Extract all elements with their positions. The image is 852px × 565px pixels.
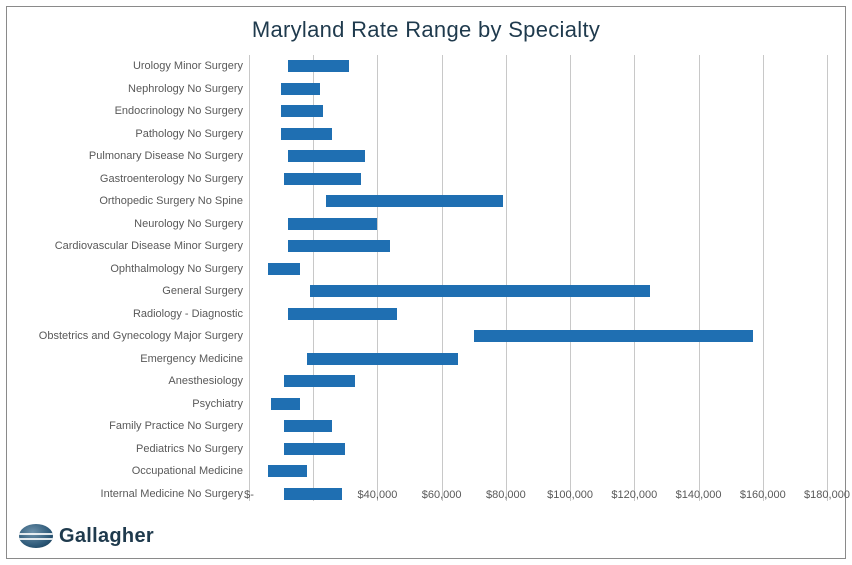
range-bar	[310, 285, 650, 297]
row-label: Radiology - Diagnostic	[133, 308, 249, 320]
row-label: Anesthesiology	[168, 375, 249, 387]
chart-row: Neurology No Surgery	[249, 213, 827, 236]
row-label: Obstetrics and Gynecology Major Surgery	[39, 330, 249, 342]
range-bar	[281, 83, 320, 95]
range-bar	[288, 218, 378, 230]
range-bar	[326, 195, 503, 207]
plot-region: $-$20,000$40,000$60,000$80,000$100,000$1…	[249, 55, 827, 501]
chart-area: $-$20,000$40,000$60,000$80,000$100,000$1…	[7, 55, 845, 525]
chart-row: Occupational Medicine	[249, 460, 827, 483]
logo-text: Gallagher	[59, 525, 154, 548]
range-bar	[474, 330, 753, 342]
row-label: Internal Medicine No Surgery	[101, 488, 249, 500]
range-bar	[284, 443, 345, 455]
range-bar	[288, 308, 397, 320]
chart-row: Family Practice No Surgery	[249, 415, 827, 438]
row-label: Nephrology No Surgery	[128, 83, 249, 95]
row-label: Occupational Medicine	[132, 465, 249, 477]
chart-row: Ophthalmology No Surgery	[249, 258, 827, 281]
chart-row: Internal Medicine No Surgery	[249, 483, 827, 506]
range-bar	[281, 105, 323, 117]
range-bar	[284, 375, 355, 387]
chart-row: Anesthesiology	[249, 370, 827, 393]
logo: Gallagher	[19, 524, 154, 548]
chart-row: Cardiovascular Disease Minor Surgery	[249, 235, 827, 258]
chart-row: Pediatrics No Surgery	[249, 438, 827, 461]
range-bar	[288, 240, 391, 252]
range-bar	[288, 60, 349, 72]
row-label: Ophthalmology No Surgery	[110, 263, 249, 275]
chart-row: Orthopedic Surgery No Spine	[249, 190, 827, 213]
row-label: Cardiovascular Disease Minor Surgery	[55, 240, 249, 252]
chart-title: Maryland Rate Range by Specialty	[7, 7, 845, 43]
row-label: Orthopedic Surgery No Spine	[99, 195, 249, 207]
row-label: Urology Minor Surgery	[133, 60, 249, 72]
chart-row: Pulmonary Disease No Surgery	[249, 145, 827, 168]
row-label: General Surgery	[162, 285, 249, 297]
gridline	[827, 55, 828, 501]
range-bar	[288, 150, 365, 162]
chart-row: Pathology No Surgery	[249, 123, 827, 146]
globe-icon	[19, 524, 53, 548]
chart-row: Urology Minor Surgery	[249, 55, 827, 78]
row-label: Pathology No Surgery	[135, 128, 249, 140]
range-bar	[284, 488, 342, 500]
row-label: Psychiatry	[192, 398, 249, 410]
range-bar	[281, 128, 332, 140]
chart-row: General Surgery	[249, 280, 827, 303]
chart-frame: Maryland Rate Range by Specialty $-$20,0…	[6, 6, 846, 559]
row-label: Family Practice No Surgery	[109, 420, 249, 432]
row-label: Pediatrics No Surgery	[136, 443, 249, 455]
chart-row: Radiology - Diagnostic	[249, 303, 827, 326]
row-label: Neurology No Surgery	[134, 218, 249, 230]
row-label: Emergency Medicine	[140, 353, 249, 365]
range-bar	[284, 420, 332, 432]
chart-row: Obstetrics and Gynecology Major Surgery	[249, 325, 827, 348]
chart-row: Gastroenterology No Surgery	[249, 168, 827, 191]
chart-row: Psychiatry	[249, 393, 827, 416]
range-bar	[271, 398, 300, 410]
range-bar	[284, 173, 361, 185]
row-label: Endocrinology No Surgery	[115, 105, 249, 117]
range-bar	[268, 263, 300, 275]
range-bar	[268, 465, 307, 477]
chart-row: Nephrology No Surgery	[249, 78, 827, 101]
row-label: Pulmonary Disease No Surgery	[89, 150, 249, 162]
row-label: Gastroenterology No Surgery	[100, 173, 249, 185]
range-bar	[307, 353, 458, 365]
chart-row: Emergency Medicine	[249, 348, 827, 371]
chart-row: Endocrinology No Surgery	[249, 100, 827, 123]
